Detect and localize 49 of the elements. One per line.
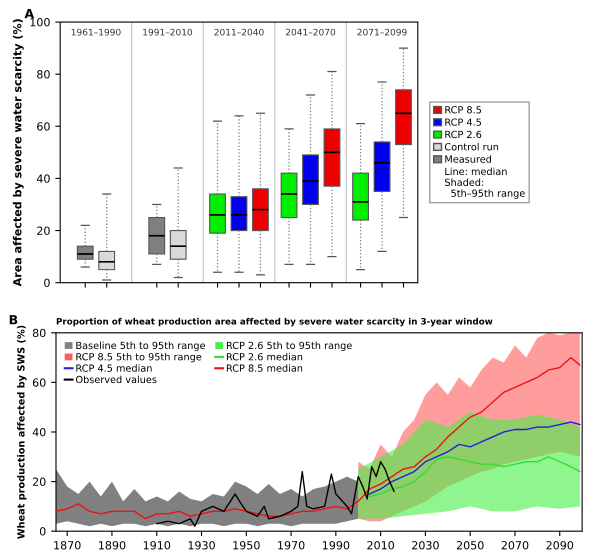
x-tick-label: 1990 [322, 541, 350, 550]
y-axis-title: Wheat production affected by SWS (%) [17, 326, 27, 539]
legend-label: RCP 4.5 [445, 118, 482, 126]
x-tick-label: 2070 [502, 541, 528, 550]
line-series [156, 461, 395, 527]
x-tick-label: 1870 [54, 541, 81, 550]
legend-label: RCP 8.5 5th to 95th range [76, 352, 202, 362]
legend-label: RCP 4.5 median [76, 364, 152, 372]
y-tick-label: 80 [32, 328, 46, 338]
x-tick-label: 1890 [99, 541, 126, 550]
y-tick-label: 40 [32, 428, 46, 436]
y-tick-label: 80 [37, 70, 50, 79]
line-series [368, 456, 581, 498]
y-tick-label: 0 [44, 278, 50, 288]
y-tick-label: 60 [32, 378, 46, 387]
x-tick-label: 2030 [412, 541, 439, 550]
y-tick-label: 100 [30, 18, 50, 26]
line-series [368, 421, 581, 495]
legend-label: RCP 2.6 median [226, 352, 302, 360]
legend-label: Observed values [76, 376, 156, 384]
legend-label: RCP 2.6 5th to 95th range [226, 342, 352, 351]
x-tick-label: 2090 [546, 541, 574, 550]
category-label: 2071–2099 [357, 28, 407, 36]
x-tick-label: 1910 [144, 541, 170, 550]
legend-label: Control run [444, 142, 498, 150]
text: B [10, 315, 18, 324]
x-tick-label: 1930 [188, 541, 215, 550]
x-tick-label: 1970 [278, 541, 304, 550]
legend-label: Baseline 5th to 95th range [76, 342, 206, 351]
legend-label: RCP 8.5 median [226, 364, 302, 372]
y-tick-label: 60 [37, 122, 50, 131]
y-tick-label: 40 [36, 174, 50, 183]
legend-label: Measured [445, 155, 491, 163]
y-tick-label: 20 [32, 478, 46, 486]
y-tick-label: 20 [37, 226, 50, 235]
category-label: 2041–2070 [286, 28, 336, 36]
x-tick-label: 1950 [233, 541, 260, 550]
category-label: 1961–1990 [72, 28, 121, 36]
legend-label: RCP 2.6 [445, 130, 482, 138]
category-label: 1991–2010 [143, 28, 192, 36]
category-label: 2011–2040 [214, 28, 264, 36]
x-tick-label: 2010 [367, 541, 394, 550]
x-tick-label: 2050 [456, 541, 484, 550]
legend-label: RCP 8.5 [445, 106, 482, 114]
text: Line: median Shaded: 5th–95th range [445, 168, 525, 199]
text: A [24, 9, 34, 18]
chart-title: Proportion of wheat production area affected by severe water scarcity in 3-year window [56, 318, 492, 326]
y-axis-title: Area affected by severe water scarcity (%) [12, 19, 24, 286]
y-tick-label: 0 [40, 527, 46, 536]
